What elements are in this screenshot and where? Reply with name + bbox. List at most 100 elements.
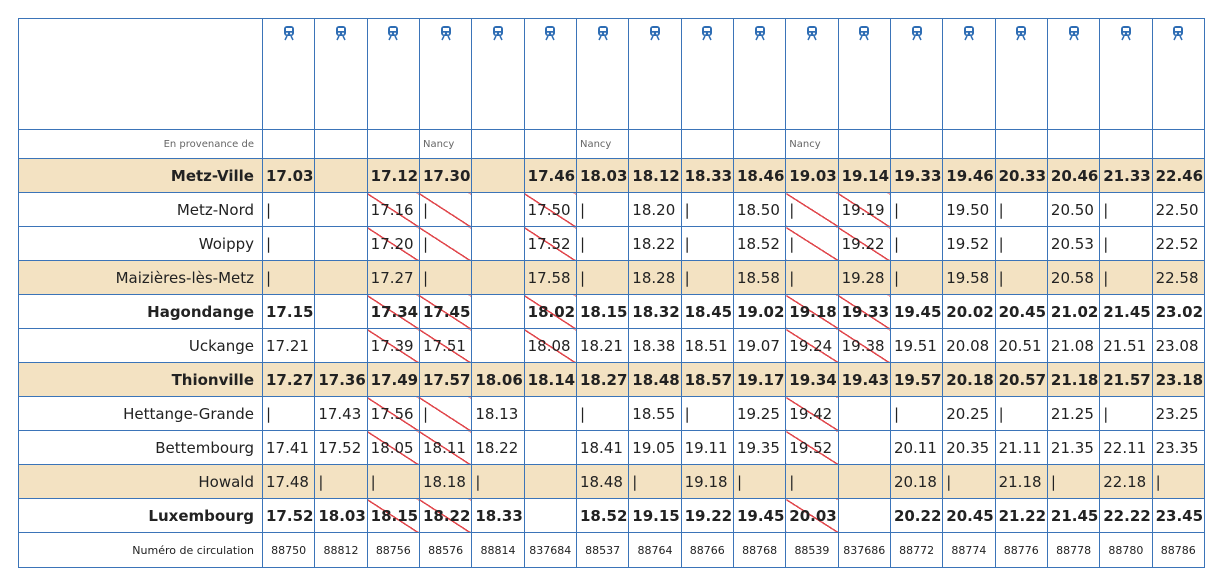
- train-number: 88764: [628, 532, 682, 568]
- time-cell: 18.57: [680, 362, 734, 397]
- time-cell: 18.15: [366, 498, 420, 533]
- time-cell: |: [994, 396, 1048, 431]
- time-cell: |: [889, 260, 944, 295]
- train-number: 88766: [680, 532, 734, 568]
- time-cell: |: [418, 260, 473, 295]
- time-cell: |: [994, 226, 1048, 261]
- time-cell: 17.51: [418, 328, 473, 363]
- train-icon-cell: [732, 18, 787, 130]
- time-cell: |: [314, 464, 368, 499]
- time-cell: 23.18: [1151, 362, 1206, 397]
- time-cell: [471, 294, 525, 329]
- time-cell: 18.05: [366, 430, 420, 465]
- time-cell: 23.35: [1151, 430, 1206, 465]
- station-name: Maizières-lès-Metz: [18, 260, 263, 295]
- time-cell: |: [366, 464, 420, 499]
- time-cell: 18.32: [628, 294, 682, 329]
- origin-cell: [942, 129, 996, 159]
- time-cell: 21.11: [994, 430, 1048, 465]
- time-cell: 22.52: [1151, 226, 1206, 261]
- time-cell: |: [889, 192, 944, 227]
- time-cell: |: [418, 192, 473, 227]
- time-cell: 17.27: [261, 362, 316, 397]
- time-cell: 18.50: [732, 192, 787, 227]
- origin-cell: Nancy: [418, 129, 473, 159]
- time-cell: 23.45: [1151, 498, 1206, 533]
- time-cell: 17.16: [366, 192, 420, 227]
- time-cell: |: [471, 464, 525, 499]
- origin-cell: Nancy: [785, 129, 839, 159]
- time-cell: 21.25: [1046, 396, 1101, 431]
- time-cell: 17.58: [523, 260, 577, 295]
- train-number: 88814: [471, 532, 525, 568]
- time-cell: 17.41: [261, 430, 316, 465]
- time-cell: |: [1099, 396, 1153, 431]
- time-cell: |: [785, 192, 839, 227]
- time-cell: |: [942, 464, 996, 499]
- time-cell: 19.11: [680, 430, 734, 465]
- time-cell: |: [575, 192, 630, 227]
- station-name: Metz-Nord: [18, 192, 263, 227]
- time-cell: 19.07: [732, 328, 787, 363]
- station-row: Metz-Nord | 17.16 | 17.50 | 18.20 | 18.50 | 19.19 |…: [18, 192, 1206, 227]
- time-cell: 21.18: [994, 464, 1048, 499]
- time-cell: 21.57: [1099, 362, 1153, 397]
- time-cell: 19.58: [942, 260, 996, 295]
- station-row: Hagondange 17.15 17.34 17.45 18.02 18.15 18.32…: [18, 294, 1206, 329]
- time-cell: 18.22: [418, 498, 473, 533]
- time-cell: 18.27: [575, 362, 630, 397]
- time-cell: 20.08: [942, 328, 996, 363]
- time-cell: 20.45: [942, 498, 996, 533]
- train-icon-cell: [1151, 18, 1206, 130]
- time-cell: 19.42: [785, 396, 839, 431]
- time-cell: [837, 396, 891, 431]
- time-cell: 17.43: [314, 396, 368, 431]
- origin-cell: Nancy: [575, 129, 630, 159]
- time-cell: 17.21: [261, 328, 316, 363]
- time-cell: |: [261, 192, 316, 227]
- time-cell: 19.43: [837, 362, 891, 397]
- origin-cell: [314, 129, 368, 159]
- time-cell: |: [418, 226, 473, 261]
- time-cell: 17.50: [523, 192, 577, 227]
- station-row: Thionville 17.27 17.36 17.49 17.57 18.06 18.14…: [18, 362, 1206, 397]
- station-name: Woippy: [18, 226, 263, 261]
- time-cell: 19.34: [785, 362, 839, 397]
- time-cell: 19.46: [942, 158, 996, 193]
- time-cell: 23.08: [1151, 328, 1206, 363]
- time-cell: 17.20: [366, 226, 420, 261]
- time-cell: 19.18: [680, 464, 734, 499]
- origin-cell: [628, 129, 682, 159]
- station-name: Bettembourg: [18, 430, 263, 465]
- time-cell: 19.38: [837, 328, 891, 363]
- time-cell: |: [680, 192, 734, 227]
- time-cell: |: [261, 226, 316, 261]
- time-cell: [314, 192, 368, 227]
- train-number: 88537: [575, 532, 630, 568]
- train-icon-cell: [785, 18, 839, 130]
- time-cell: 18.33: [680, 158, 734, 193]
- train-icon-cell: [314, 18, 368, 130]
- time-cell: 21.45: [1046, 498, 1101, 533]
- time-cell: |: [575, 260, 630, 295]
- time-cell: |: [261, 260, 316, 295]
- time-cell: [471, 260, 525, 295]
- time-cell: 19.33: [889, 158, 944, 193]
- time-cell: |: [680, 226, 734, 261]
- station-row: Luxembourg 17.52 18.03 18.15 18.22 18.33 18.52…: [18, 498, 1206, 533]
- time-cell: [471, 192, 525, 227]
- time-cell: 18.41: [575, 430, 630, 465]
- station-row: Maizières-lès-Metz | 17.27 | 17.58 | 18.28 | 18.…: [18, 260, 1206, 295]
- time-cell: 20.33: [994, 158, 1048, 193]
- time-cell: 19.51: [889, 328, 944, 363]
- time-cell: 20.45: [994, 294, 1048, 329]
- time-cell: 19.05: [628, 430, 682, 465]
- time-cell: 18.02: [523, 294, 577, 329]
- time-cell: 19.52: [942, 226, 996, 261]
- train-number: 88576: [418, 532, 473, 568]
- time-cell: 20.25: [942, 396, 996, 431]
- train-icon-cell: [628, 18, 682, 130]
- time-cell: 17.34: [366, 294, 420, 329]
- time-cell: 20.50: [1046, 192, 1101, 227]
- time-cell: 21.08: [1046, 328, 1101, 363]
